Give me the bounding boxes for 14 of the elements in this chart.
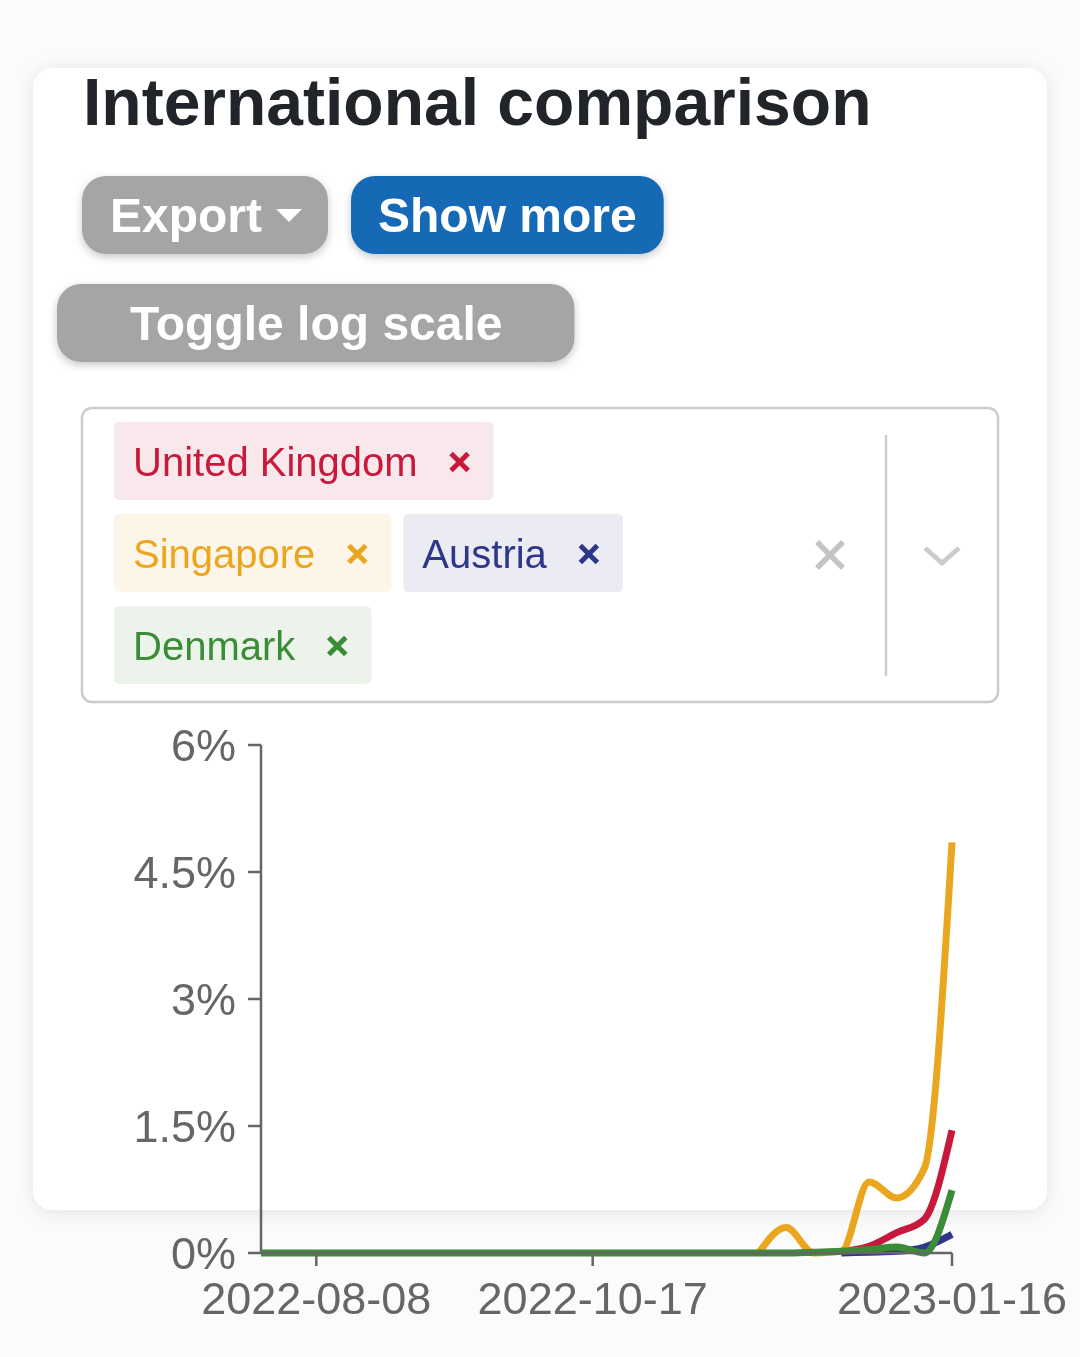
x-tick-label: 2022-10-17 [477,1272,708,1324]
chart-title: International comparison [83,65,872,139]
x-tick-label: 2023-01-16 [836,1272,1068,1324]
text: Show more [378,188,637,242]
legend-label: Singapore [133,532,316,576]
text: Export [110,188,263,242]
y-tick-label: 6% [170,719,236,771]
legend-label: Denmark [133,624,297,668]
legend-label: United Kingdom [133,440,418,484]
y-tick-label: 3% [170,973,236,1025]
legend-label: Austria [422,532,548,576]
text: Toggle log scale [130,296,503,350]
y-tick-label: 1.5% [133,1100,236,1152]
y-tick-label: 4.5% [133,846,236,898]
